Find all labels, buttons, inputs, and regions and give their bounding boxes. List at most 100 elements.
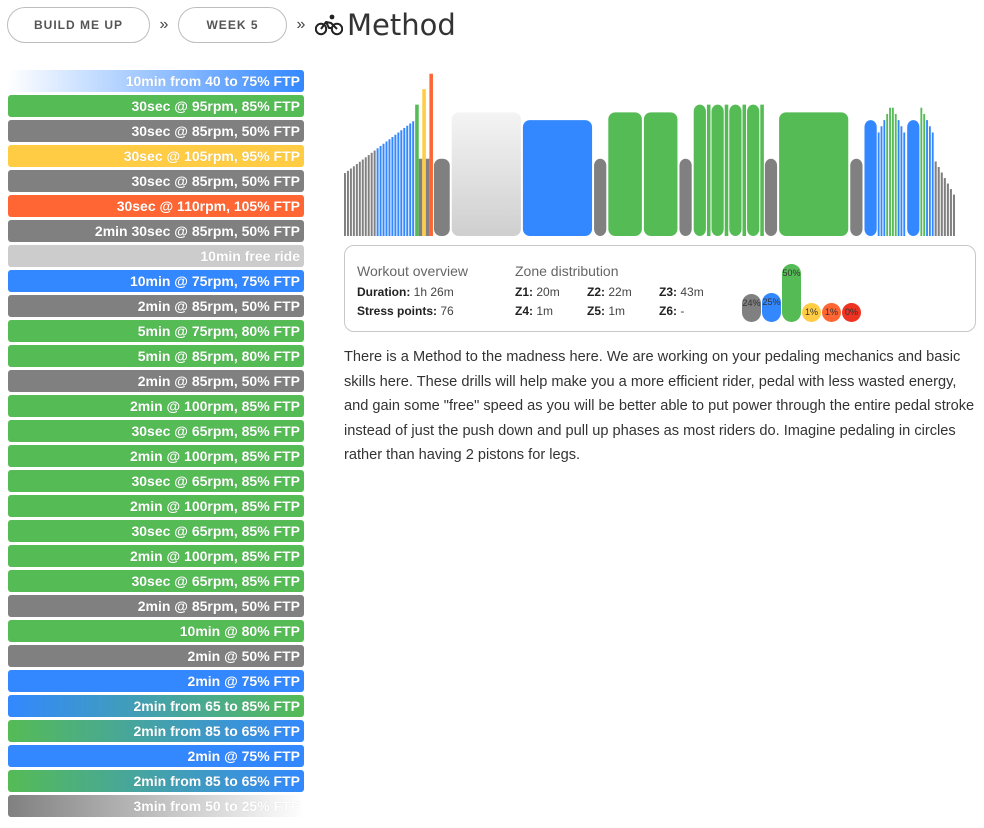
interval-item[interactable]: 2min @ 100rpm, 85% FTP: [8, 395, 304, 417]
chart-bar: [391, 136, 394, 236]
chart-bar: [711, 104, 724, 236]
chart-bar: [940, 172, 943, 236]
duration-value: 1h 26m: [413, 285, 454, 299]
interval-item[interactable]: 5min @ 85rpm, 80% FTP: [8, 345, 304, 367]
chart-bar: [361, 159, 364, 236]
interval-item[interactable]: 30sec @ 85rpm, 50% FTP: [8, 120, 304, 142]
interval-item[interactable]: 10min @ 80% FTP: [8, 620, 304, 642]
chart-bar: [923, 113, 926, 236]
chart-bar: [877, 132, 880, 236]
workout-profile-chart: [344, 73, 955, 236]
workout-overview-card: Workout overview Duration: 1h 26m Stress…: [344, 245, 976, 332]
interval-item[interactable]: 2min from 65 to 85% FTP: [8, 695, 304, 717]
chart-bar: [928, 126, 931, 236]
interval-item[interactable]: 3min from 50 to 25% FTP: [8, 795, 304, 817]
chart-bar: [897, 120, 900, 236]
interval-item[interactable]: 30sec @ 95rpm, 85% FTP: [8, 95, 304, 117]
interval-item[interactable]: 30sec @ 65rpm, 85% FTP: [8, 420, 304, 442]
chart-bar: [764, 158, 778, 236]
workout-overview-heading: Workout overview: [357, 263, 469, 279]
interval-item[interactable]: 2min @ 100rpm, 85% FTP: [8, 545, 304, 567]
chart-bar: [886, 113, 889, 236]
chart-bar: [418, 158, 423, 236]
chart-bar: [937, 167, 940, 236]
interval-item[interactable]: 5min @ 75rpm, 80% FTP: [8, 320, 304, 342]
chart-bar: [679, 158, 692, 236]
breadcrumb-week-button[interactable]: WEEK 5: [178, 7, 287, 43]
chart-bar: [889, 107, 891, 236]
zone-z6: Z6: -: [659, 304, 685, 318]
zone-distribution-heading: Zone distribution: [515, 263, 619, 279]
chart-bar: [367, 155, 370, 236]
interval-item[interactable]: 2min @ 50% FTP: [8, 645, 304, 667]
chart-bar: [403, 127, 406, 236]
chart-bar: [382, 143, 385, 236]
zone-bar-label: 24%: [742, 298, 761, 309]
breadcrumb-plan-button[interactable]: BUILD ME UP: [7, 7, 150, 43]
interval-item[interactable]: 30sec @ 65rpm, 85% FTP: [8, 520, 304, 542]
interval-item[interactable]: 30sec @ 105rpm, 95% FTP: [8, 145, 304, 167]
interval-item[interactable]: 30sec @ 65rpm, 85% FTP: [8, 470, 304, 492]
chart-bar: [594, 158, 607, 236]
duration-row: Duration: 1h 26m: [357, 285, 454, 299]
chart-bar: [934, 161, 937, 236]
chart-bar: [425, 158, 430, 236]
interval-item[interactable]: 2min 30sec @ 85rpm, 50% FTP: [8, 220, 304, 242]
zone-z3: Z3: 43m: [659, 285, 704, 299]
breadcrumb: BUILD ME UP » WEEK 5 » Method: [7, 6, 456, 44]
chart-bar: [920, 107, 923, 236]
chart-bar: [724, 104, 729, 236]
chart-bar: [358, 161, 361, 236]
chart-bar: [451, 112, 521, 236]
interval-item[interactable]: 2min @ 75% FTP: [8, 670, 304, 692]
chart-bar: [779, 112, 849, 236]
chart-bar: [349, 168, 352, 236]
chart-bar: [864, 120, 877, 236]
chart-bar: [352, 166, 355, 236]
interval-item[interactable]: 2min from 85 to 65% FTP: [8, 770, 304, 792]
chart-bar: [429, 73, 433, 236]
zone-distribution-chart: 24% 25% 50% 1% 1% 0%: [742, 260, 872, 322]
chart-bar: [850, 158, 863, 236]
chart-bar: [422, 89, 426, 236]
chart-bar: [907, 120, 920, 236]
chart-bar: [903, 132, 906, 236]
duration-label: Duration:: [357, 285, 411, 299]
chart-bar: [415, 104, 419, 236]
interval-item[interactable]: 30sec @ 110rpm, 105% FTP: [8, 195, 304, 217]
chart-bar: [943, 178, 946, 236]
interval-item[interactable]: 2min @ 85rpm, 50% FTP: [8, 370, 304, 392]
chart-bar: [379, 146, 382, 236]
chart-bar: [409, 123, 412, 236]
interval-item[interactable]: 2min @ 75% FTP: [8, 745, 304, 767]
interval-item[interactable]: 2min @ 100rpm, 85% FTP: [8, 495, 304, 517]
zone-bar: 0%: [842, 303, 861, 322]
chart-bar: [370, 152, 373, 236]
chart-bar: [364, 157, 367, 236]
interval-item[interactable]: 2min @ 85rpm, 50% FTP: [8, 595, 304, 617]
stress-row: Stress points: 76: [357, 304, 454, 318]
chart-bar: [891, 107, 894, 236]
interval-item[interactable]: 30sec @ 85rpm, 50% FTP: [8, 170, 304, 192]
chart-bar: [900, 126, 903, 236]
chart-bar: [406, 125, 409, 236]
chart-bar: [760, 104, 764, 236]
zone-bar: 24%: [742, 294, 761, 322]
zone-bar-label: 50%: [782, 268, 801, 278]
chart-bar: [946, 183, 949, 236]
chart-bar: [344, 173, 346, 236]
chart-bar: [400, 130, 403, 236]
interval-item[interactable]: 10min free ride: [8, 245, 304, 267]
interval-item[interactable]: 30sec @ 65rpm, 85% FTP: [8, 570, 304, 592]
chart-bar: [706, 104, 711, 236]
interval-item[interactable]: 10min @ 75rpm, 75% FTP: [8, 270, 304, 292]
chart-bar: [346, 170, 349, 236]
chart-bar: [742, 104, 747, 236]
interval-item[interactable]: 10min from 40 to 75% FTP: [8, 70, 304, 92]
chart-bar: [608, 112, 642, 236]
zone-bar-label: 0%: [844, 307, 858, 317]
interval-item[interactable]: 2min from 85 to 65% FTP: [8, 720, 304, 742]
page-title: Method: [347, 8, 456, 42]
interval-item[interactable]: 2min @ 85rpm, 50% FTP: [8, 295, 304, 317]
interval-item[interactable]: 2min @ 100rpm, 85% FTP: [8, 445, 304, 467]
